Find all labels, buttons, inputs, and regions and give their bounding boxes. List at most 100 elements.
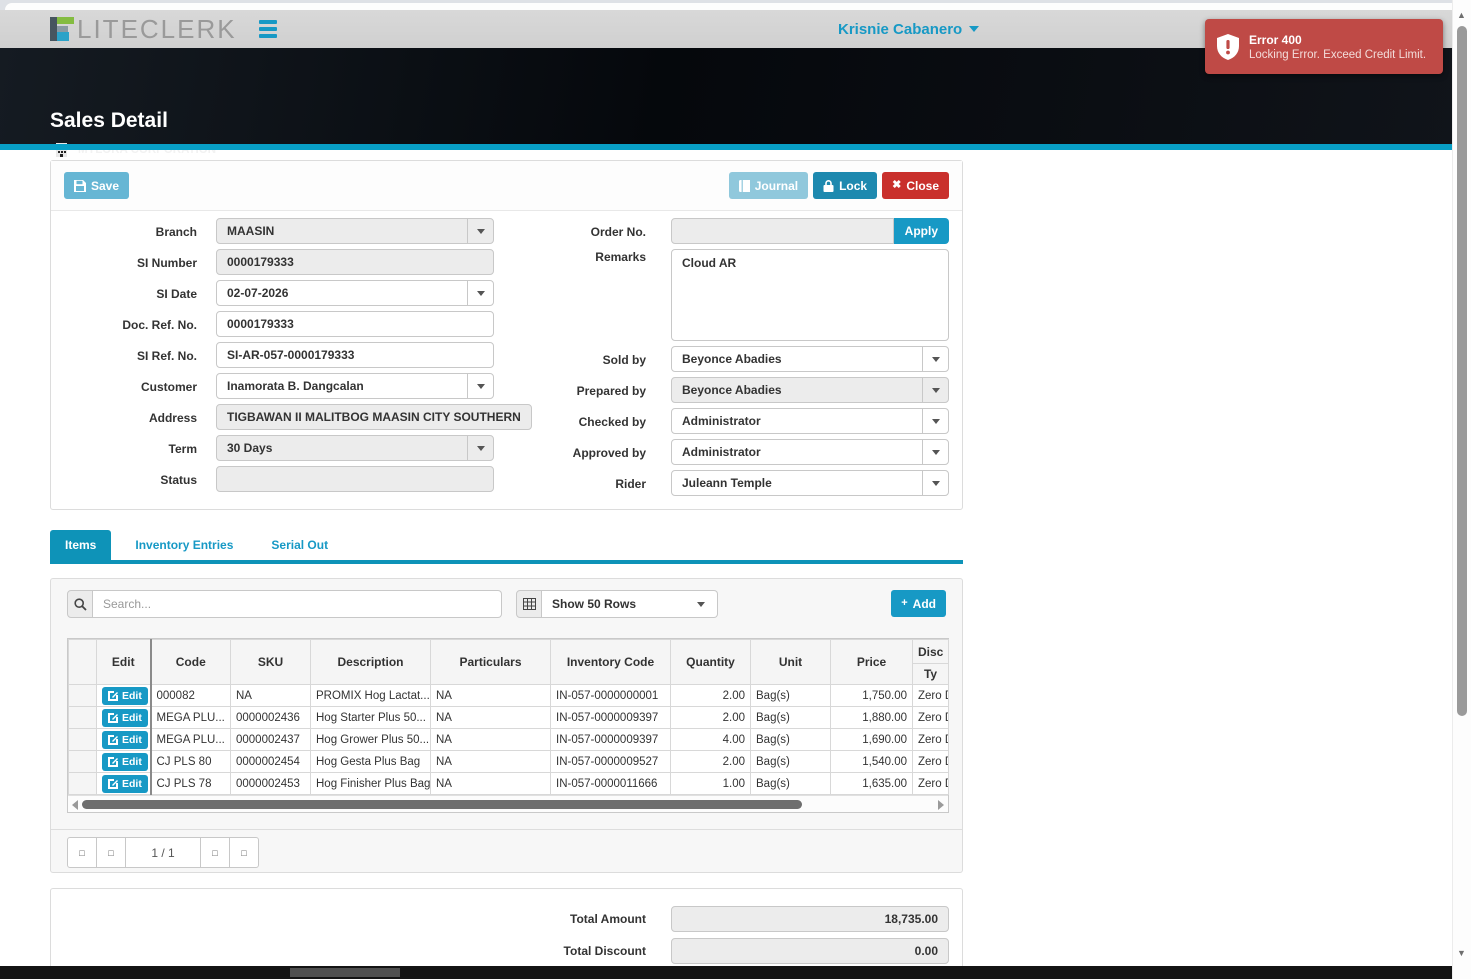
cell-code[interactable]: 000082 — [149, 684, 231, 707]
cell-discount[interactable]: Zero Dis — [912, 728, 949, 751]
apply-button[interactable]: Apply — [893, 218, 949, 244]
cell-unit[interactable]: Bag(s) — [750, 750, 831, 773]
search-input[interactable] — [93, 590, 502, 618]
journal-button[interactable]: Journal — [728, 172, 809, 199]
cell-inventory-code[interactable]: IN-057-0000011666 — [550, 772, 671, 795]
page-vertical-scrollbar[interactable]: ▲ ▼ — [1452, 0, 1471, 979]
cell-description[interactable]: Hog Grower Plus 50... — [310, 728, 431, 751]
cell-quantity[interactable]: 1.00 — [670, 772, 751, 795]
scroll-down-icon[interactable]: ▼ — [1457, 948, 1466, 958]
cell-description[interactable]: Hog Finisher Plus Bag — [310, 772, 431, 795]
row-select-cell[interactable] — [68, 706, 97, 729]
cell-price[interactable]: 1,750.00 — [830, 684, 913, 707]
cell-price[interactable]: 1,635.00 — [830, 772, 913, 795]
cell-inventory-code[interactable]: IN-057-0000009397 — [550, 728, 671, 751]
cell-code[interactable]: CJ PLS 80 — [149, 750, 231, 773]
table-hscroll-thumb[interactable] — [82, 800, 802, 809]
cell-inventory-code[interactable]: IN-057-0000009527 — [550, 750, 671, 773]
cell-code[interactable]: MEGA PLU... — [149, 706, 231, 729]
user-menu[interactable]: Krisnie Cabanero — [838, 10, 980, 48]
edit-row-button[interactable]: Edit — [102, 686, 148, 705]
cell-particulars[interactable]: NA — [430, 684, 551, 707]
edit-row-button[interactable]: Edit — [102, 752, 148, 771]
header-discount[interactable]: Disc — [912, 639, 949, 664]
cell-particulars[interactable]: NA — [430, 772, 551, 795]
cell-sku[interactable]: 0000002454 — [230, 750, 311, 773]
app-logo[interactable]: LITECLERK — [50, 14, 237, 45]
sold-by-dropdown-button[interactable] — [922, 347, 948, 371]
cell-code[interactable]: CJ PLS 78 — [149, 772, 231, 795]
cell-quantity[interactable]: 4.00 — [670, 728, 751, 751]
cell-sku[interactable]: 0000002437 — [230, 728, 311, 751]
cell-inventory-code[interactable]: IN-057-0000000001 — [550, 684, 671, 707]
cell-price[interactable]: 1,690.00 — [830, 728, 913, 751]
rider-select[interactable]: Juleann Temple — [671, 470, 949, 496]
cell-discount[interactable]: Zero Dis — [912, 684, 949, 707]
cell-quantity[interactable]: 2.00 — [670, 706, 751, 729]
next-page-button[interactable]: □ — [200, 837, 230, 868]
scroll-left-icon[interactable] — [72, 800, 78, 810]
checked-by-dropdown-button[interactable] — [922, 409, 948, 433]
cell-unit[interactable]: Bag(s) — [750, 684, 831, 707]
cell-quantity[interactable]: 2.00 — [670, 684, 751, 707]
term-dropdown-button[interactable] — [467, 436, 493, 460]
menu-icon[interactable] — [258, 17, 277, 41]
cell-particulars[interactable]: NA — [430, 750, 551, 773]
header-inventory-code[interactable]: Inventory Code — [550, 639, 671, 685]
cell-discount[interactable]: Zero Dis — [912, 706, 949, 729]
cell-discount[interactable]: Zero Dis — [912, 750, 949, 773]
row-select-cell[interactable] — [68, 684, 97, 707]
branch-select[interactable]: MAASIN — [216, 218, 494, 244]
page-vscroll-thumb[interactable] — [1457, 26, 1467, 716]
tab-serial-out[interactable]: Serial Out — [271, 538, 329, 552]
cell-price[interactable]: 1,540.00 — [830, 750, 913, 773]
page-hscroll-thumb[interactable] — [290, 968, 400, 977]
tab-inventory-entries[interactable]: Inventory Entries — [135, 538, 234, 552]
term-select[interactable]: 30 Days — [216, 435, 494, 461]
previous-page-button[interactable]: □ — [96, 837, 126, 868]
error-toast[interactable]: Error 400 Locking Error. Exceed Credit L… — [1205, 19, 1443, 74]
cell-price[interactable]: 1,880.00 — [830, 706, 913, 729]
cell-quantity[interactable]: 2.00 — [670, 750, 751, 773]
edit-row-button[interactable]: Edit — [102, 730, 148, 749]
cell-description[interactable]: PROMIX Hog Lactat... — [310, 684, 431, 707]
header-unit[interactable]: Unit — [750, 639, 831, 685]
checked-by-select[interactable]: Administrator — [671, 408, 949, 434]
si-date-select[interactable]: 02-07-2026 — [216, 280, 494, 306]
cell-sku[interactable]: 0000002453 — [230, 772, 311, 795]
cell-sku[interactable]: NA — [230, 684, 311, 707]
cell-description[interactable]: Hog Gesta Plus Bag — [310, 750, 431, 773]
row-select-cell[interactable] — [68, 728, 97, 751]
lock-button[interactable]: Lock — [813, 172, 878, 199]
cell-unit[interactable]: Bag(s) — [750, 772, 831, 795]
rows-per-page-select[interactable]: Show 50 Rows — [542, 590, 718, 618]
row-select-cell[interactable] — [68, 750, 97, 773]
save-button[interactable]: Save — [64, 172, 130, 199]
cell-code[interactable]: MEGA PLU... — [149, 728, 231, 751]
approved-by-select[interactable]: Administrator — [671, 439, 949, 465]
first-page-button[interactable]: □ — [67, 837, 97, 868]
tab-items[interactable]: Items — [50, 530, 112, 560]
scroll-up-icon[interactable]: ▲ — [1457, 10, 1466, 20]
page-horizontal-scrollbar[interactable] — [0, 966, 1452, 979]
rider-dropdown-button[interactable] — [922, 471, 948, 495]
add-item-button[interactable]: + Add — [891, 590, 946, 617]
cell-inventory-code[interactable]: IN-057-0000009397 — [550, 706, 671, 729]
header-particulars[interactable]: Particulars — [430, 639, 551, 685]
cell-discount[interactable]: Zero Dis — [912, 772, 949, 795]
cell-particulars[interactable]: NA — [430, 706, 551, 729]
cell-unit[interactable]: Bag(s) — [750, 728, 831, 751]
scroll-right-icon[interactable] — [938, 800, 944, 810]
header-price[interactable]: Price — [830, 639, 913, 685]
table-horizontal-scrollbar[interactable] — [68, 795, 948, 812]
si-ref-no-field[interactable]: SI-AR-057-0000179333 — [216, 342, 494, 368]
edit-row-button[interactable]: Edit — [102, 774, 148, 793]
edit-row-button[interactable]: Edit — [102, 708, 148, 727]
cell-sku[interactable]: 0000002436 — [230, 706, 311, 729]
sold-by-select[interactable]: Beyonce Abadies — [671, 346, 949, 372]
cell-unit[interactable]: Bag(s) — [750, 706, 831, 729]
customer-select[interactable]: Inamorata B. Dangcalan — [216, 373, 494, 399]
remarks-textarea[interactable]: Cloud AR — [671, 249, 949, 341]
header-sku[interactable]: SKU — [230, 639, 311, 685]
customer-dropdown-button[interactable] — [467, 374, 493, 398]
